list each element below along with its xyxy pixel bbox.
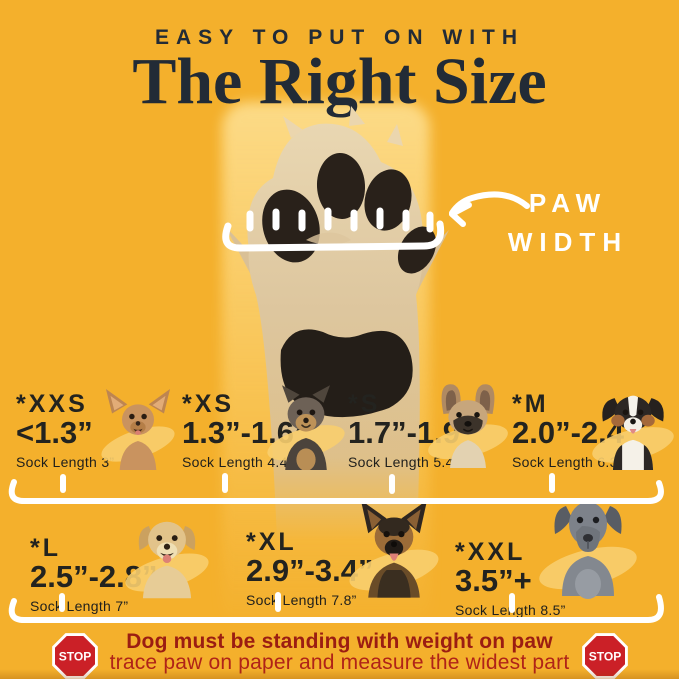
size-cell-xxs: *XXS <1.3” Sock Length 3” <box>16 392 114 470</box>
great-dane-icon <box>539 502 637 599</box>
paw-fur-tuft-right <box>415 230 449 296</box>
paw-width-arrow-icon <box>449 191 530 227</box>
paw-width-label: PAW WIDTH <box>498 184 638 262</box>
stop-sign-label: STOP <box>589 649 622 663</box>
stop-sign-icon: STOP <box>582 633 628 679</box>
size-cell-xs: *XS 1.3”-1.6” Sock Length 4.4” <box>182 392 310 470</box>
footer-line1: Dog must be standing with weight on paw <box>126 630 553 653</box>
golden-retriever-icon <box>125 521 209 599</box>
stop-sign-icon: STOP <box>52 633 98 679</box>
size-range: <1.3” <box>16 415 93 450</box>
stop-sign-label: STOP <box>59 649 92 663</box>
size-label: *M <box>512 390 549 418</box>
size-label: *XL <box>246 528 297 556</box>
size-label: *XXS <box>16 390 88 418</box>
footer-line2: trace paw on paper and measure the wides… <box>109 651 570 675</box>
paw-width-line1: PAW <box>528 188 608 218</box>
paw-claw <box>283 116 303 138</box>
paw-fur-detail <box>306 232 351 245</box>
size-label: *XS <box>182 390 235 418</box>
german-shepherd-icon <box>349 500 439 598</box>
size-label: *L <box>30 534 61 562</box>
size-label: *XXL <box>455 538 526 566</box>
size-range: 3.5”+ <box>455 563 532 598</box>
sock-length: Sock Length 4.4” <box>182 453 293 470</box>
yorkshire-terrier-icon <box>267 385 345 470</box>
sock-length: Sock Length 3” <box>16 453 115 470</box>
sock-length: Sock Length 8.5” <box>455 601 566 618</box>
bottom-vignette <box>0 669 679 679</box>
paw-width-line2: WIDTH <box>507 227 629 257</box>
australian-shepherd-icon <box>592 395 674 470</box>
sock-length: Sock Length 5.4” <box>348 453 459 470</box>
paw-claw <box>387 124 403 146</box>
chihuahua-icon <box>101 389 175 470</box>
header-kicker: EASY TO PUT ON WITH <box>154 26 525 49</box>
footer-instructions: Dog must be standing with weight on paw … <box>105 631 574 674</box>
french-bulldog-icon <box>428 384 508 468</box>
size-label: *S <box>348 390 381 418</box>
paw-toe-pad <box>397 226 437 274</box>
paw-toe-pad <box>316 153 366 219</box>
measure-bracket-line <box>222 220 445 252</box>
page-title: The Right Size <box>132 45 547 118</box>
paw-width-measure-bracket <box>222 191 530 252</box>
measure-dashes <box>246 207 434 233</box>
paw-toe-pad <box>364 169 412 231</box>
paw-claw <box>349 106 365 126</box>
